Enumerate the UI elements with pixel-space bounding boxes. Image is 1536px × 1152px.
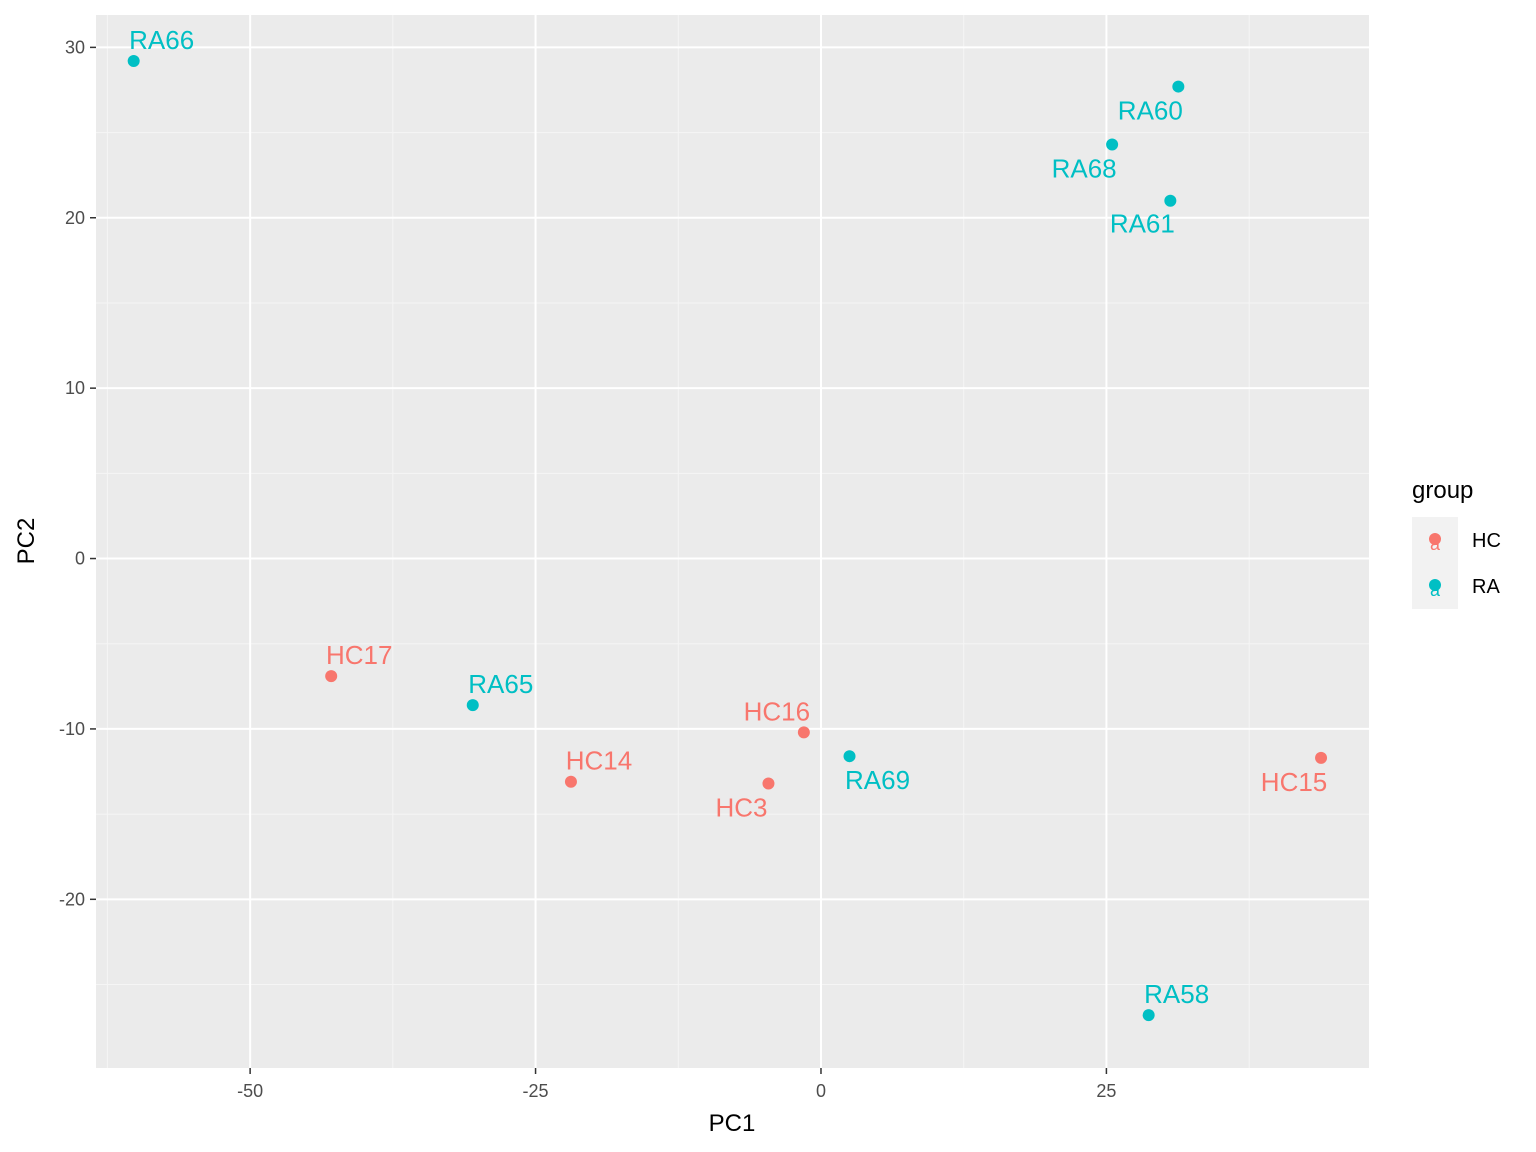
legend-label: RA xyxy=(1472,576,1500,598)
y-tick-label: 0 xyxy=(75,549,85,569)
data-point xyxy=(762,777,775,790)
y-axis-title: PC2 xyxy=(13,518,40,565)
data-point xyxy=(466,699,479,712)
data-points xyxy=(127,55,1328,1022)
legend-title: group xyxy=(1412,477,1473,504)
x-tick-label: 0 xyxy=(816,1081,826,1101)
data-point xyxy=(843,750,856,763)
legend-key-glyph: a xyxy=(1430,580,1441,600)
legend-keys: a HC a RA xyxy=(1412,517,1501,609)
data-point-label: RA58 xyxy=(1144,979,1209,1009)
data-point xyxy=(1142,1009,1155,1022)
data-point-label: HC14 xyxy=(566,746,632,776)
data-point-label: RA65 xyxy=(468,669,533,699)
data-point xyxy=(325,670,338,683)
x-tick-label: -50 xyxy=(237,1081,263,1101)
x-tick-label: 25 xyxy=(1096,1081,1116,1101)
y-tick-label: -20 xyxy=(59,889,85,909)
data-point-label: RA66 xyxy=(129,25,194,55)
data-point-label: HC17 xyxy=(326,640,392,670)
minor-gridlines xyxy=(96,15,1369,1068)
data-point xyxy=(127,55,140,68)
data-point-label: RA60 xyxy=(1118,96,1183,126)
y-tick-label: 20 xyxy=(65,208,85,228)
data-point-label: HC3 xyxy=(715,792,767,822)
x-axis-ticks: -50 -25 0 25 xyxy=(237,1068,1116,1101)
data-point-label: RA61 xyxy=(1110,209,1175,239)
y-tick-label: 10 xyxy=(65,378,85,398)
data-point xyxy=(1106,138,1119,151)
data-point-label: HC15 xyxy=(1261,767,1327,797)
y-axis-ticks: -20 -10 0 10 20 30 xyxy=(59,37,96,909)
legend-key-point xyxy=(1429,579,1441,591)
data-point-label: HC16 xyxy=(744,696,810,726)
legend: group a HC a RA xyxy=(1412,477,1501,609)
data-point xyxy=(564,775,577,788)
data-point xyxy=(1172,80,1185,93)
y-tick-label: -10 xyxy=(59,719,85,739)
data-point xyxy=(797,726,810,739)
x-tick-label: -25 xyxy=(523,1081,549,1101)
y-tick-label: 30 xyxy=(65,37,85,57)
data-point xyxy=(1315,751,1328,764)
data-point xyxy=(1164,194,1177,207)
legend-label: HC xyxy=(1472,530,1501,552)
major-gridlines xyxy=(96,15,1369,1068)
legend-key-glyph: a xyxy=(1430,534,1441,554)
data-point-label: RA69 xyxy=(845,765,910,795)
x-axis-title: PC1 xyxy=(709,1110,756,1137)
legend-key-point xyxy=(1429,533,1441,545)
plot-panel xyxy=(96,15,1369,1068)
data-point-label: RA68 xyxy=(1052,153,1117,183)
